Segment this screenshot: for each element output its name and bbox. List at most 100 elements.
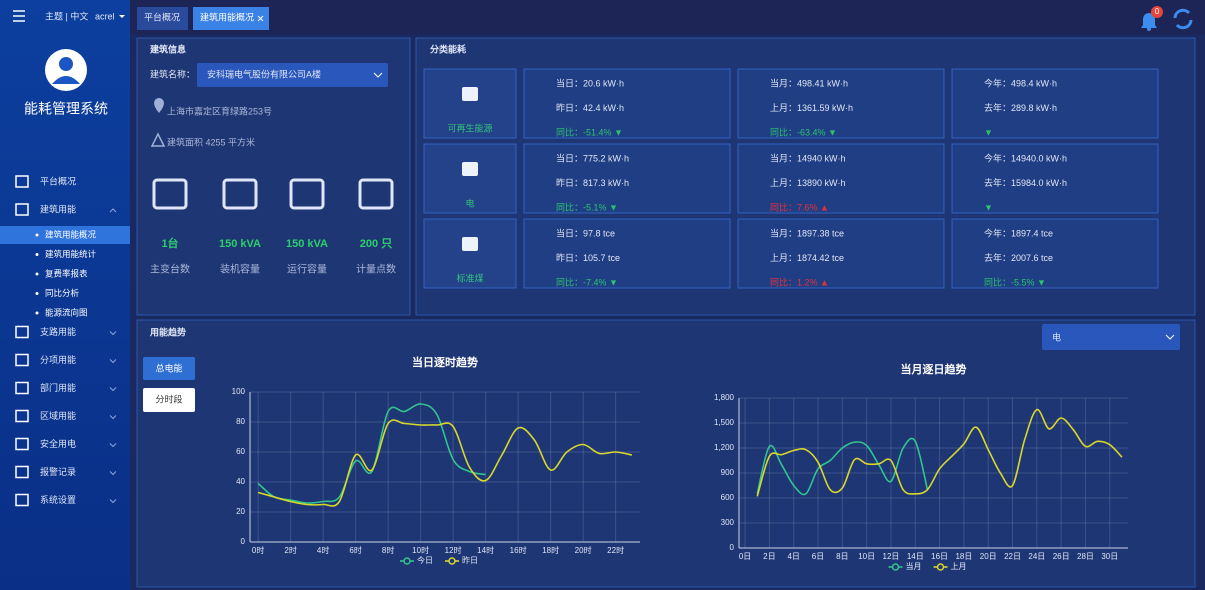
category-cell — [737, 68, 945, 139]
x-tick-label: 24日 — [1028, 552, 1045, 561]
x-tick-label: 0时 — [252, 545, 264, 555]
menu-item[interactable]: 分项用能 — [40, 354, 76, 365]
legend-label[interactable]: 上月 — [951, 562, 967, 571]
category-cell — [737, 218, 945, 289]
x-tick-label: 12时 — [445, 545, 462, 555]
bell-icon[interactable] — [1141, 6, 1163, 31]
user-caret[interactable] — [119, 15, 125, 18]
menu-item[interactable]: 区域用能 — [40, 410, 76, 421]
menu-item[interactable]: 安全用电 — [40, 438, 76, 449]
submenu-item[interactable]: 建筑用能概况 — [45, 229, 97, 239]
submenu-item[interactable]: 能源流向图 — [45, 307, 88, 317]
x-tick-label: 18时 — [542, 545, 559, 555]
chart-title: 当日逐时趋势 — [412, 355, 478, 369]
category-tile — [423, 68, 517, 139]
tab-active-bg[interactable] — [193, 7, 269, 30]
menu-toggle[interactable] — [13, 10, 25, 22]
x-tick-label: 20时 — [575, 545, 592, 555]
cell-line: 同比：-5.5% ▼ — [984, 276, 1046, 287]
x-tick-label: 6时 — [349, 545, 361, 555]
menu-chevron — [109, 331, 117, 336]
cell-line: ▼ — [984, 202, 993, 212]
category-icon — [462, 87, 478, 101]
panel-title: 分类能耗 — [430, 43, 466, 54]
series-line — [756, 437, 929, 496]
building-name[interactable]: 安科瑞电气股份有限公司A楼 — [207, 68, 321, 79]
building-select[interactable] — [197, 63, 388, 87]
menu-item[interactable]: 部门用能 — [40, 382, 76, 393]
menu-chevron — [109, 359, 117, 364]
category-cell — [951, 218, 1159, 289]
menu-item[interactable]: 支路用能 — [40, 326, 76, 337]
stat-value: 200 只 — [360, 237, 392, 250]
panel-title: 用能趋势 — [149, 326, 186, 337]
cell-line: 去年：2007.6 tce — [984, 252, 1053, 263]
x-tick-label: 2日 — [763, 552, 775, 561]
cell-line: 当月：1897.38 tce — [770, 227, 844, 238]
stat-label: 主变台数 — [150, 263, 190, 276]
menu-dot — [35, 272, 39, 276]
menu-dot — [35, 311, 39, 315]
y-tick-label: 0 — [730, 543, 735, 552]
x-tick-label: 22时 — [607, 545, 624, 555]
select-value[interactable]: 电 — [1052, 331, 1061, 342]
submenu-item[interactable]: 同比分析 — [45, 288, 80, 298]
x-tick-label: 14日 — [907, 552, 924, 561]
menu-chevron — [109, 499, 117, 504]
menu-item[interactable]: 系统设置 — [40, 494, 76, 505]
x-tick-label: 8日 — [836, 552, 848, 561]
menu-icon — [15, 353, 29, 367]
cell-line: 同比：-7.4% ▼ — [556, 276, 618, 287]
trend-select[interactable] — [1042, 324, 1180, 350]
y-tick-label: 40 — [236, 477, 245, 486]
menu-chevron — [109, 471, 117, 476]
legend-label[interactable]: 当月 — [906, 561, 922, 571]
field-label: 建筑名称： — [150, 68, 195, 79]
x-tick-label: 16日 — [931, 552, 948, 561]
x-tick-label: 12日 — [883, 552, 900, 561]
submenu-item[interactable]: 建筑用能统计 — [45, 249, 97, 259]
menu-item[interactable]: 建筑用能 — [40, 203, 76, 214]
menu-item[interactable]: 报警记录 — [40, 466, 76, 477]
legend-marker — [891, 563, 900, 571]
menu-item[interactable]: 平台概况 — [40, 175, 76, 186]
theme-switch[interactable]: 主题 | 中文 — [45, 10, 88, 21]
button-label[interactable]: 分时段 — [155, 393, 182, 404]
x-tick-label: 30日 — [1101, 552, 1118, 561]
button-label[interactable]: 总电能 — [155, 362, 182, 373]
cell-line: 上月：1874.42 tce — [770, 253, 844, 263]
tab-close[interactable] — [257, 15, 264, 22]
cell-line: 当月：498.41 kW·h — [770, 77, 848, 88]
menu-icon — [15, 203, 29, 216]
area-icon — [150, 132, 166, 147]
cell-line: 同比：-51.4% ▼ — [556, 126, 623, 137]
cell-line: 今年：1897.4 tce — [984, 227, 1053, 238]
submenu-item[interactable]: 复费率报表 — [45, 268, 88, 278]
system-name: 能耗管理系统 — [24, 101, 108, 117]
legend-label[interactable]: 今日 — [417, 555, 433, 565]
tab[interactable]: 建筑用能概况 — [200, 11, 254, 22]
button-period[interactable] — [143, 388, 195, 412]
stat-icon — [289, 178, 325, 210]
refresh-icon[interactable] — [1173, 8, 1193, 30]
legend-label[interactable]: 昨日 — [462, 555, 478, 565]
menu-icon — [15, 325, 29, 339]
category-cell — [951, 68, 1159, 139]
menu-chevron — [109, 387, 117, 392]
button-total[interactable] — [143, 357, 195, 380]
avatar — [45, 49, 87, 91]
stat-value: 1台 — [161, 236, 178, 250]
category-label: 标准煤 — [456, 272, 483, 283]
select-chevron — [373, 72, 383, 78]
menu-icon — [15, 175, 29, 188]
menu-dot — [35, 253, 39, 256]
menu-icon — [15, 465, 29, 479]
category-label: 电 — [465, 197, 474, 208]
tab[interactable]: 平台概况 — [144, 11, 180, 22]
category-cell — [951, 143, 1159, 214]
tab-bg[interactable] — [137, 7, 188, 30]
topbar — [130, 0, 1205, 34]
user-name[interactable]: acrel — [95, 11, 115, 21]
